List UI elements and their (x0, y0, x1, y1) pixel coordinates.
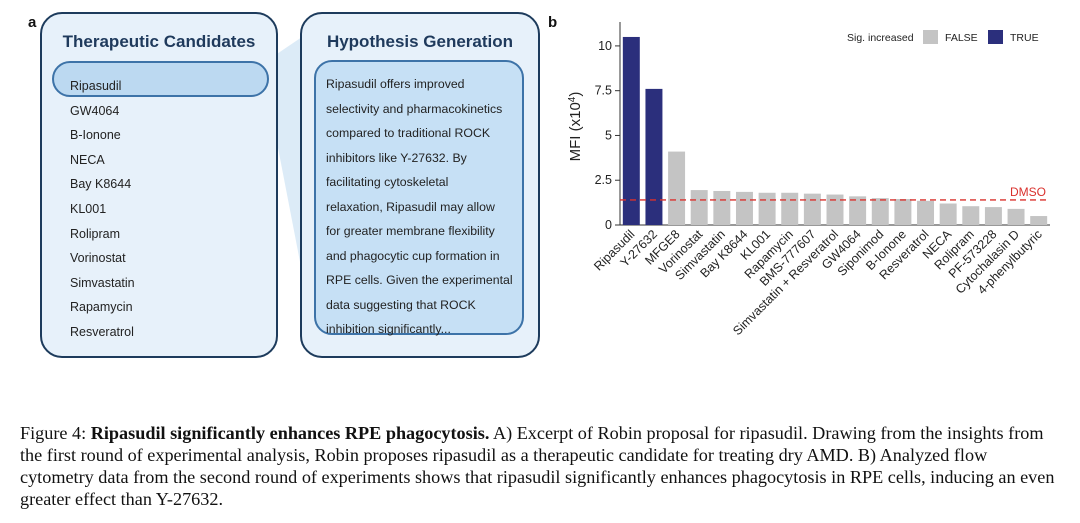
bar (849, 196, 867, 225)
bar (690, 190, 708, 225)
panel-b-label: b (548, 14, 558, 31)
bar (645, 88, 663, 226)
bar (668, 151, 686, 225)
legend-title: Sig. increased (847, 32, 914, 44)
bar (781, 192, 799, 225)
bar (939, 203, 957, 225)
hypothesis-generation-card: Hypothesis Generation Ripasudil offers i… (300, 12, 540, 358)
candidate-item[interactable]: NECA (70, 152, 105, 167)
hypothesis-box: Ripasudil offers improved selectivity an… (314, 60, 524, 336)
bar (803, 193, 821, 225)
candidate-item[interactable]: KL001 (70, 201, 107, 216)
candidate-item[interactable]: Rolipram (70, 226, 121, 241)
caption-bold: Ripasudil significantly enhances RPE pha… (90, 423, 490, 443)
candidate-item[interactable]: Resveratrol (70, 324, 134, 339)
candidate-item[interactable]: GW4064 (70, 103, 120, 118)
y-tick-label: 5 (605, 128, 612, 142)
y-tick-label: 0 (605, 218, 612, 232)
bar (622, 36, 640, 225)
candidate-item[interactable]: B-Ionone (70, 128, 121, 143)
bar (1030, 216, 1048, 225)
bar (984, 207, 1002, 225)
candidates-title: Therapeutic Candidates (62, 32, 256, 51)
figure-caption: Figure 4: Ripasudil significantly enhanc… (20, 422, 1060, 510)
bar (826, 194, 844, 225)
dmso-label: DMSO (1010, 185, 1046, 199)
y-axis-label: MFI (x104) (567, 92, 585, 162)
y-tick-label: 10 (598, 39, 612, 53)
therapeutic-candidates-card: Therapeutic Candidates Ripasudil GW4064 B-… (40, 12, 278, 358)
hypothesis-text: Ripasudil offers improved selectivity an… (326, 77, 513, 336)
candidate-item[interactable]: Rapamycin (70, 300, 133, 315)
panel-a-label: a (28, 14, 37, 31)
highlighted-candidate[interactable] (52, 61, 269, 97)
legend-label: FALSE (945, 32, 978, 44)
candidate-item[interactable]: Vorinostat (70, 251, 126, 266)
caption-text: A) Excerpt of Robin proposal for ripasud… (20, 423, 1055, 509)
legend-swatch (923, 30, 938, 44)
y-tick-label: 7.5 (595, 84, 612, 98)
candidates-list: Ripasudil GW4064 B-Ionone NECA Bay K8644 KL00… (70, 74, 135, 345)
y-tick-label: 2.5 (595, 173, 612, 187)
candidate-item[interactable]: Simvastatin (70, 275, 135, 290)
bar (894, 199, 912, 225)
bar (735, 191, 753, 225)
bar (1007, 208, 1025, 225)
caption-prefix: Figure 4: (20, 423, 91, 443)
bar (713, 190, 731, 225)
legend-label: TRUE (1010, 32, 1039, 44)
legend-swatch (988, 30, 1003, 44)
candidate-item[interactable]: Ripasudil (70, 79, 122, 93)
bar (917, 200, 935, 225)
hypothesis-title: Hypothesis Generation (326, 32, 514, 51)
bar (871, 198, 889, 225)
bar (962, 206, 980, 225)
candidate-item[interactable]: Bay K8644 (70, 177, 132, 192)
bar (758, 192, 776, 225)
